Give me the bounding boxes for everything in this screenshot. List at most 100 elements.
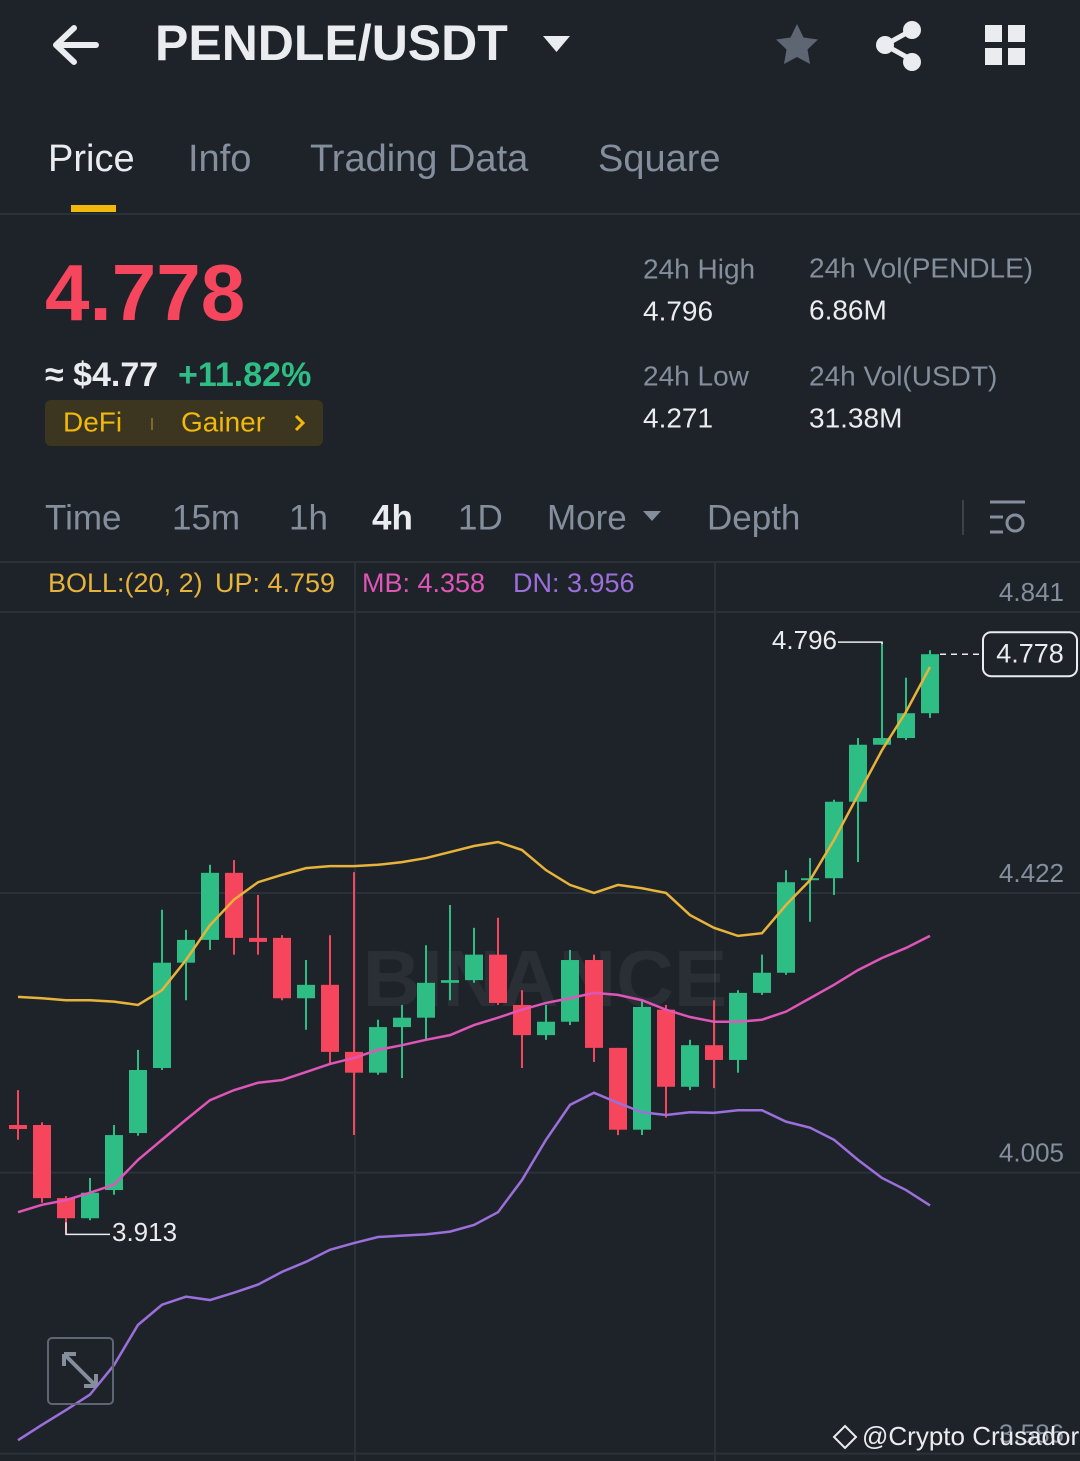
- stat-value: 6.86M: [809, 294, 887, 325]
- back-button[interactable]: [53, 25, 99, 65]
- candle-body: [9, 1125, 27, 1130]
- last-price-label: 4.778: [996, 638, 1064, 668]
- fiat-price: ≈ $4.77: [45, 356, 158, 394]
- chart-settings[interactable]: [990, 500, 1025, 534]
- candle-body: [537, 1021, 555, 1036]
- tag: Gainer: [181, 406, 265, 437]
- indicator-line: [17, 1091, 931, 1442]
- tab[interactable]: Square: [598, 138, 721, 180]
- candle-body: [201, 872, 219, 940]
- y-tick-label: 3.586: [999, 1418, 1064, 1448]
- settings-gear: [1005, 513, 1025, 533]
- share-button[interactable]: [876, 21, 921, 71]
- candle-body: [729, 992, 747, 1060]
- candle-body: [321, 984, 339, 1052]
- stat-label: 24h Vol(USDT): [809, 360, 997, 391]
- expand-icon: [62, 1352, 98, 1388]
- tab[interactable]: Info: [188, 138, 251, 180]
- candle-body: [81, 1192, 99, 1219]
- candle-body: [273, 937, 291, 999]
- tag-background: [45, 400, 323, 446]
- candle-body: [705, 1045, 723, 1060]
- chart: 4.8414.4224.0053.586BINANCE4.7963.9134.7…: [0, 577, 1080, 1455]
- candle-body: [633, 1006, 651, 1130]
- legend-entry: DN: 3.956: [513, 568, 635, 598]
- candle-body: [57, 1198, 75, 1219]
- candle-body: [441, 980, 459, 983]
- grid-cell: [1008, 48, 1025, 65]
- legend-entry: UP: 4.759: [215, 568, 335, 598]
- favorite-star[interactable]: [776, 24, 818, 64]
- price-change: +11.82%: [178, 356, 311, 394]
- button-frame: [47, 1337, 114, 1405]
- candle-body: [897, 713, 915, 739]
- tab[interactable]: Trading Data: [310, 138, 529, 180]
- tabs: Price Info Trading Data Square: [48, 138, 721, 180]
- tag-bar[interactable]: DeFi Gainer: [45, 400, 323, 446]
- tab-indicator: [71, 205, 116, 212]
- indicator-legend: BOLL:(20, 2) UP: 4.759 MB: 4.358 DN: 3.956: [48, 563, 635, 612]
- interval[interactable]: 4h: [372, 498, 413, 537]
- candle-body: [513, 1004, 531, 1036]
- low-marker-line: [65, 1222, 110, 1236]
- interval[interactable]: Depth: [707, 498, 800, 537]
- tag: DeFi: [63, 406, 122, 437]
- candle-body: [177, 939, 195, 963]
- share-dot: [903, 21, 921, 39]
- fullscreen-button[interactable]: [47, 1337, 114, 1405]
- credit: @Crypto Crusador: [862, 1421, 1079, 1451]
- low-marker: 3.913: [112, 1217, 177, 1247]
- pair-title[interactable]: PENDLE/USDT: [155, 15, 508, 71]
- intervals: Time 15m 1h 4h 1D More Depth: [45, 498, 800, 537]
- high-marker: 4.796: [772, 625, 837, 655]
- candle-body: [129, 1070, 147, 1134]
- tag-chevron: [294, 414, 306, 432]
- candle-body: [681, 1045, 699, 1087]
- grid-cell: [985, 48, 1002, 65]
- stat-value: 4.796: [643, 295, 713, 326]
- stat-label: 24h Low: [643, 360, 750, 391]
- indicator-line: [17, 666, 932, 1007]
- stat-label: 24h Vol(PENDLE): [809, 252, 1033, 283]
- candle-body: [465, 954, 483, 981]
- indicator-line: [17, 934, 931, 1214]
- candle-body: [393, 1017, 411, 1028]
- high-marker-line: [838, 641, 883, 645]
- settings-lines: [990, 500, 1025, 534]
- candle-body: [777, 882, 795, 973]
- last-price: 4.778: [45, 248, 245, 337]
- candle-body: [33, 1125, 51, 1199]
- last-price-box: [982, 631, 1078, 678]
- candle-body: [225, 872, 243, 938]
- tab[interactable]: Price: [48, 138, 135, 180]
- interval[interactable]: More: [547, 498, 627, 537]
- interval[interactable]: 15m: [172, 498, 240, 537]
- stat-value: 4.271: [643, 402, 713, 433]
- y-tick-label: 4.841: [999, 577, 1064, 607]
- pair-caret[interactable]: [543, 36, 570, 52]
- share-dot: [876, 36, 894, 54]
- candle-body: [585, 960, 603, 1048]
- back-arrow: [53, 25, 99, 65]
- candle-body: [249, 937, 267, 942]
- candle-body: [489, 954, 507, 1003]
- share-dot: [903, 53, 921, 71]
- candle-body: [297, 984, 315, 999]
- candle-body: [417, 982, 435, 1018]
- more-caret[interactable]: [643, 511, 661, 521]
- y-tick-label: 4.422: [999, 858, 1064, 888]
- candle-body: [753, 972, 771, 993]
- interval[interactable]: 1h: [289, 498, 328, 537]
- candle-body: [105, 1135, 123, 1191]
- grid-cell: [985, 25, 1002, 42]
- candle-body: [657, 1009, 675, 1087]
- y-tick-label: 4.005: [999, 1137, 1064, 1167]
- grid-menu[interactable]: [985, 25, 1025, 65]
- candle-body: [921, 654, 939, 714]
- candle-body: [873, 738, 891, 745]
- interval[interactable]: Time: [45, 498, 121, 537]
- legend-entry: MB: 4.358: [362, 568, 485, 598]
- credit-logo: [832, 1424, 858, 1450]
- candle-body: [153, 962, 171, 1068]
- interval[interactable]: 1D: [458, 498, 503, 537]
